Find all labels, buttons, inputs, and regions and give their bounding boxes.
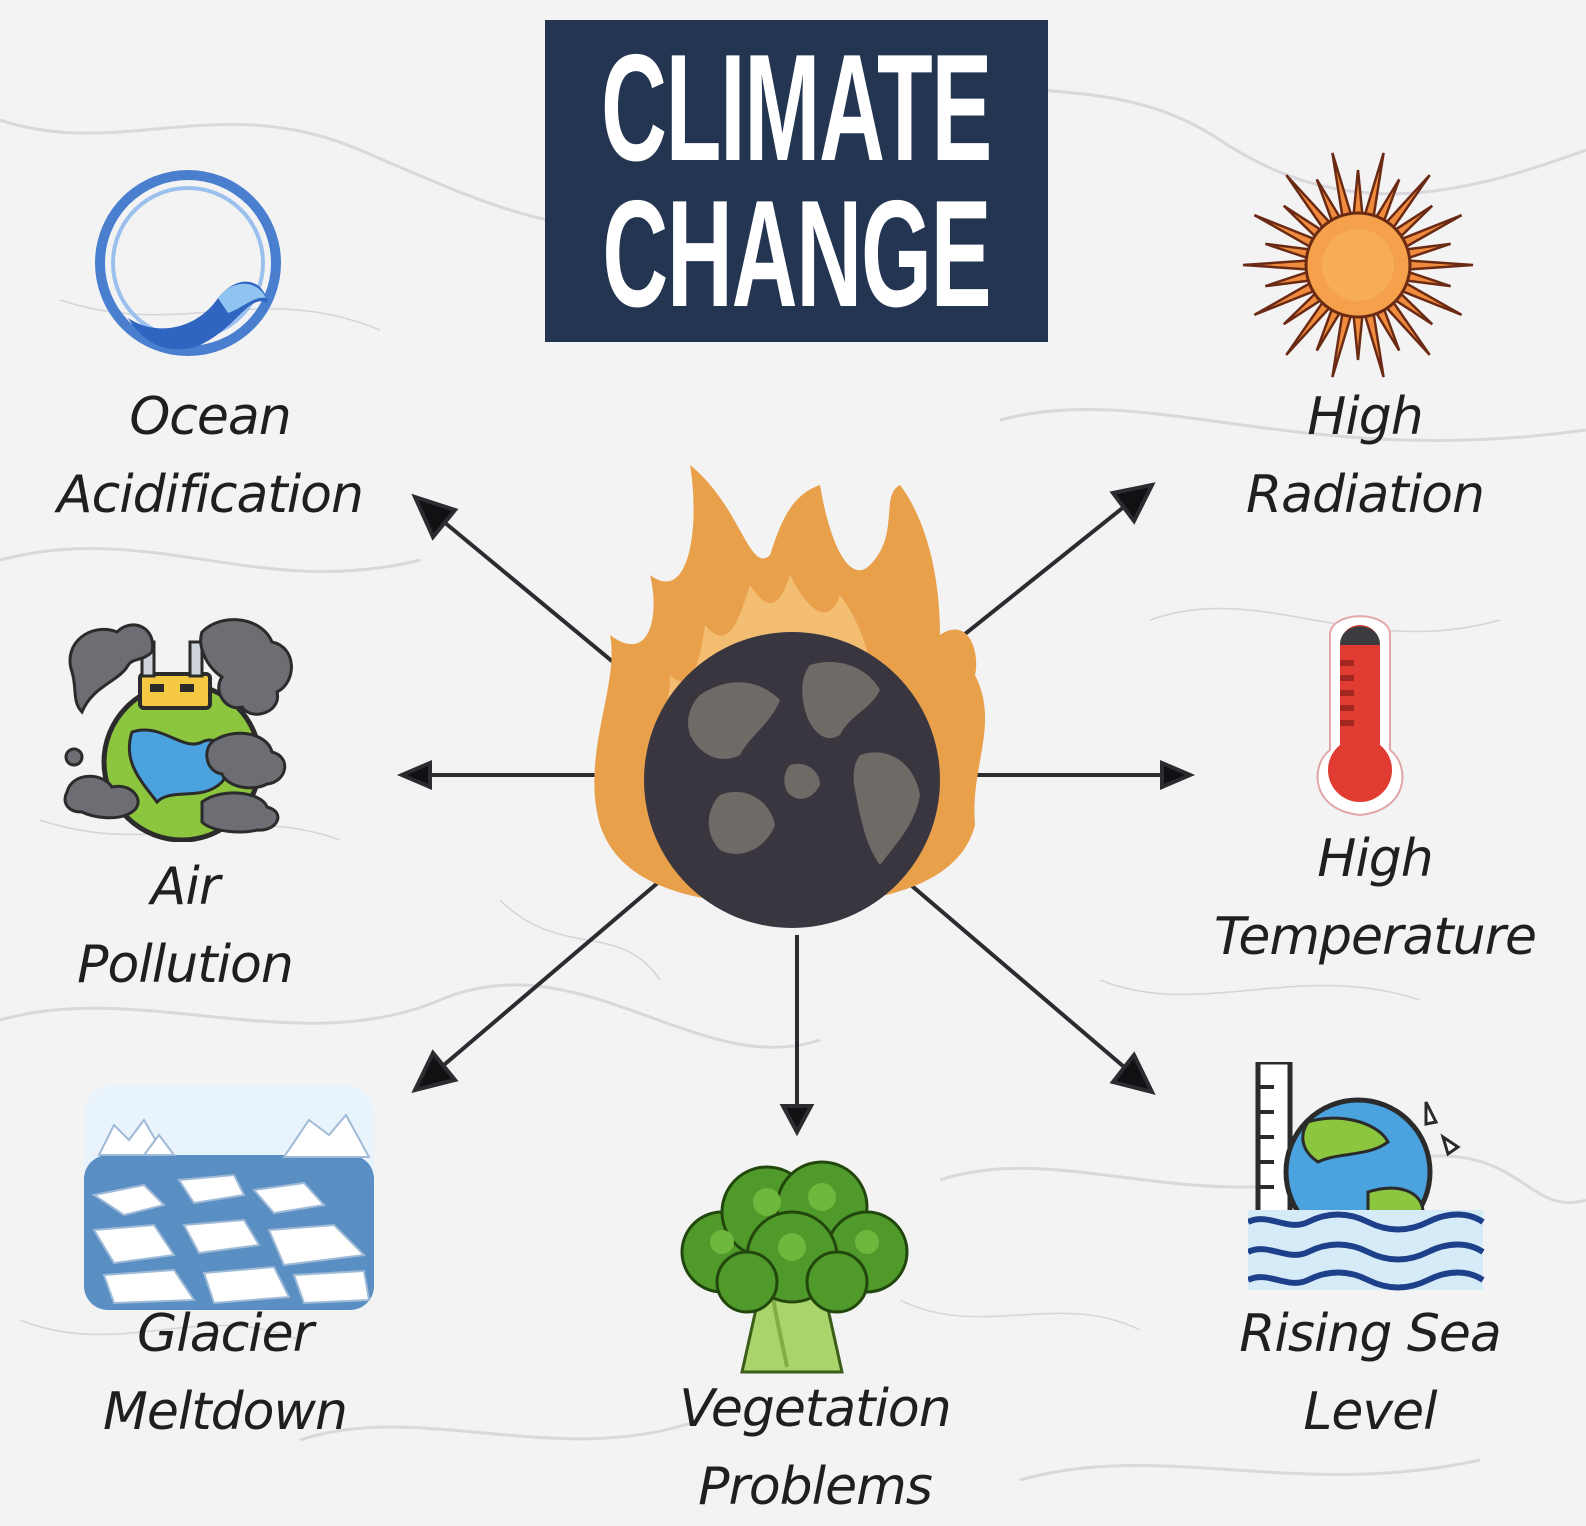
earth-continents bbox=[688, 661, 920, 865]
arrowhead-vegetation bbox=[779, 1104, 815, 1137]
label-vegetation-problems: Vegetation Problems bbox=[640, 1370, 990, 1526]
label-radiation-line2: Radiation bbox=[1246, 465, 1485, 525]
burning-earth-icon bbox=[594, 465, 986, 928]
arrow-glacier bbox=[436, 873, 669, 1072]
sun-ray bbox=[1404, 270, 1452, 288]
arrowhead-air bbox=[396, 759, 432, 791]
sun-ray bbox=[1352, 169, 1364, 217]
title-line-1: CLIMATE bbox=[601, 23, 992, 193]
label-sea-line1: Rising Sea bbox=[1239, 1304, 1501, 1364]
label-radiation-line1: High bbox=[1307, 387, 1424, 447]
label-ocean-line1: Ocean bbox=[129, 387, 291, 447]
label-air-line1: Air bbox=[150, 857, 220, 917]
title-banner: CLIMATE CHANGE bbox=[545, 20, 1048, 342]
arrowhead-radiation bbox=[1109, 482, 1156, 525]
sun-ray bbox=[1264, 270, 1312, 288]
label-vegetation-line1: Vegetation bbox=[679, 1379, 951, 1439]
label-high-radiation: High Radiation bbox=[1200, 378, 1530, 534]
arrowhead-sea bbox=[1109, 1051, 1156, 1096]
sun-ray bbox=[1352, 313, 1364, 361]
label-glacier-line1: Glacier bbox=[136, 1304, 314, 1364]
sun-ray bbox=[1404, 242, 1452, 260]
arrow-sea bbox=[903, 878, 1132, 1074]
melting-ice-icon bbox=[84, 1085, 374, 1310]
sun-ray bbox=[1264, 242, 1312, 260]
label-air-line2: Pollution bbox=[77, 935, 294, 995]
label-rising-sea-level: Rising Sea Level bbox=[1200, 1295, 1540, 1451]
sun-icon bbox=[1242, 152, 1474, 378]
sun-ray bbox=[1406, 259, 1474, 271]
label-temperature-line2: Temperature bbox=[1214, 907, 1537, 967]
broccoli-icon bbox=[680, 1160, 909, 1374]
arrowhead-glacier bbox=[411, 1049, 459, 1093]
label-temperature-line1: High bbox=[1317, 829, 1434, 889]
label-high-temperature: High Temperature bbox=[1190, 820, 1560, 976]
label-ocean-acidification: Ocean Acidification bbox=[40, 378, 380, 534]
rising-sea-icon bbox=[1248, 1062, 1485, 1291]
arrowhead-ocean bbox=[411, 493, 459, 541]
label-glacier-meltdown: Glacier Meltdown bbox=[70, 1295, 380, 1451]
ocean-wave-icon bbox=[95, 170, 281, 356]
label-sea-line2: Level bbox=[1303, 1382, 1437, 1442]
arrowhead-temperature bbox=[1160, 759, 1196, 791]
title-line-2: CHANGE bbox=[602, 169, 991, 339]
sun-ray bbox=[1242, 259, 1310, 271]
thermometer-icon bbox=[1316, 615, 1404, 817]
label-ocean-line2: Acidification bbox=[57, 465, 364, 525]
polluted-earth-icon bbox=[63, 618, 293, 842]
label-glacier-line2: Meltdown bbox=[102, 1382, 348, 1442]
label-air-pollution: Air Pollution bbox=[40, 848, 330, 1004]
label-vegetation-line2: Problems bbox=[698, 1457, 933, 1517]
